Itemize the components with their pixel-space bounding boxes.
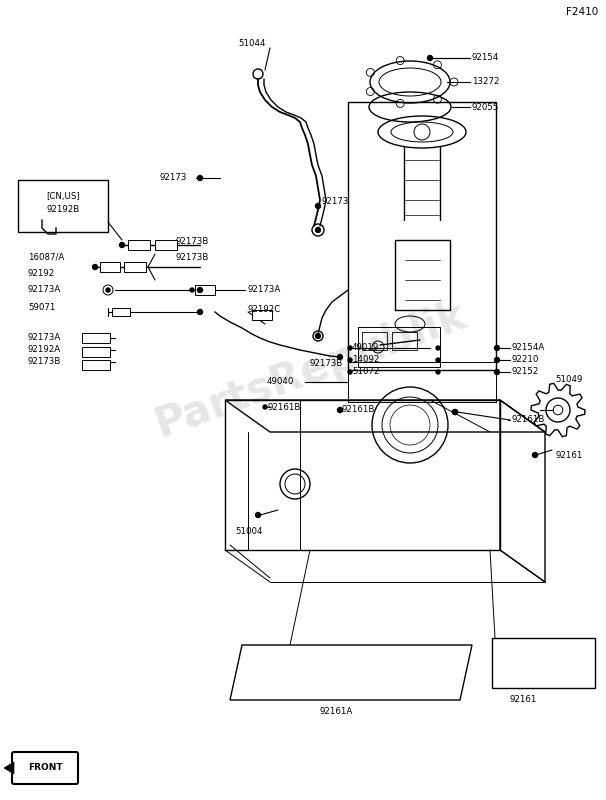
Circle shape	[453, 410, 458, 414]
Circle shape	[348, 358, 352, 362]
Text: FRONT: FRONT	[28, 763, 62, 773]
Circle shape	[348, 346, 352, 350]
Text: 92173: 92173	[322, 198, 350, 206]
Circle shape	[316, 334, 321, 338]
Polygon shape	[4, 762, 14, 774]
Bar	[362, 332, 387, 350]
Bar	[358, 327, 440, 367]
Text: 92192C: 92192C	[248, 306, 281, 314]
Text: 13272: 13272	[472, 78, 499, 86]
FancyBboxPatch shape	[12, 752, 78, 784]
Text: 92055: 92055	[472, 102, 499, 111]
Circle shape	[436, 370, 440, 374]
Text: 92173B: 92173B	[175, 238, 208, 246]
Text: 51004: 51004	[235, 527, 262, 537]
Text: 92154A: 92154A	[512, 343, 545, 353]
Circle shape	[198, 287, 202, 293]
Circle shape	[198, 310, 202, 314]
Circle shape	[316, 203, 321, 209]
Circle shape	[427, 55, 433, 61]
Circle shape	[436, 358, 440, 362]
Text: 92173B: 92173B	[175, 253, 208, 262]
Bar	[195, 285, 215, 295]
Text: 92161: 92161	[510, 695, 538, 705]
Text: 51044: 51044	[238, 39, 265, 49]
Circle shape	[338, 407, 342, 413]
Circle shape	[190, 288, 194, 292]
Circle shape	[103, 285, 113, 295]
Text: 92154: 92154	[472, 54, 499, 62]
Text: 92173B: 92173B	[310, 358, 344, 367]
Text: 92161: 92161	[555, 450, 582, 459]
Circle shape	[348, 370, 352, 374]
Bar	[128, 240, 150, 250]
Bar	[100, 262, 120, 272]
Bar	[18, 180, 108, 232]
Text: 49019: 49019	[352, 343, 379, 353]
Text: 92192B: 92192B	[47, 206, 79, 214]
Circle shape	[198, 175, 202, 181]
Bar	[155, 240, 177, 250]
Circle shape	[93, 265, 98, 270]
Bar	[348, 102, 496, 370]
Text: 92173B: 92173B	[28, 358, 61, 366]
Circle shape	[119, 242, 124, 247]
Bar	[82, 347, 110, 357]
Text: 59071: 59071	[28, 303, 55, 313]
Circle shape	[263, 405, 267, 409]
Bar	[124, 262, 146, 272]
Circle shape	[256, 513, 261, 518]
Text: 14092: 14092	[352, 355, 379, 365]
Circle shape	[533, 453, 538, 458]
Text: 16087/A: 16087/A	[28, 253, 64, 262]
Circle shape	[494, 370, 499, 374]
Text: 92173A: 92173A	[28, 286, 61, 294]
Text: 92161B: 92161B	[342, 406, 375, 414]
Circle shape	[316, 227, 321, 233]
Bar	[252, 310, 272, 320]
Text: 92210: 92210	[512, 355, 539, 365]
Text: [CN,US]: [CN,US]	[46, 193, 80, 202]
Text: F2410: F2410	[566, 7, 598, 17]
Circle shape	[494, 358, 499, 362]
Bar	[112, 308, 130, 316]
Bar	[392, 332, 417, 350]
Bar	[82, 333, 110, 343]
Text: 92192: 92192	[28, 270, 55, 278]
Circle shape	[494, 346, 499, 350]
Text: PartsRepublik: PartsRepublik	[148, 294, 471, 446]
Bar	[348, 362, 496, 402]
Text: 51049: 51049	[555, 375, 582, 385]
Text: 92152: 92152	[512, 367, 539, 377]
Text: 92161B: 92161B	[267, 402, 301, 411]
Text: 92173: 92173	[160, 174, 187, 182]
Circle shape	[106, 288, 110, 292]
Circle shape	[436, 346, 440, 350]
Text: 51072: 51072	[352, 367, 379, 377]
Bar	[82, 360, 110, 370]
Circle shape	[453, 410, 458, 414]
Text: 92173A: 92173A	[28, 334, 61, 342]
Circle shape	[338, 354, 342, 359]
Text: 92192A: 92192A	[28, 346, 61, 354]
Text: 92161B: 92161B	[512, 415, 545, 425]
Text: 49040: 49040	[267, 378, 295, 386]
Text: 92161A: 92161A	[320, 707, 353, 717]
Text: 92173A: 92173A	[248, 286, 281, 294]
